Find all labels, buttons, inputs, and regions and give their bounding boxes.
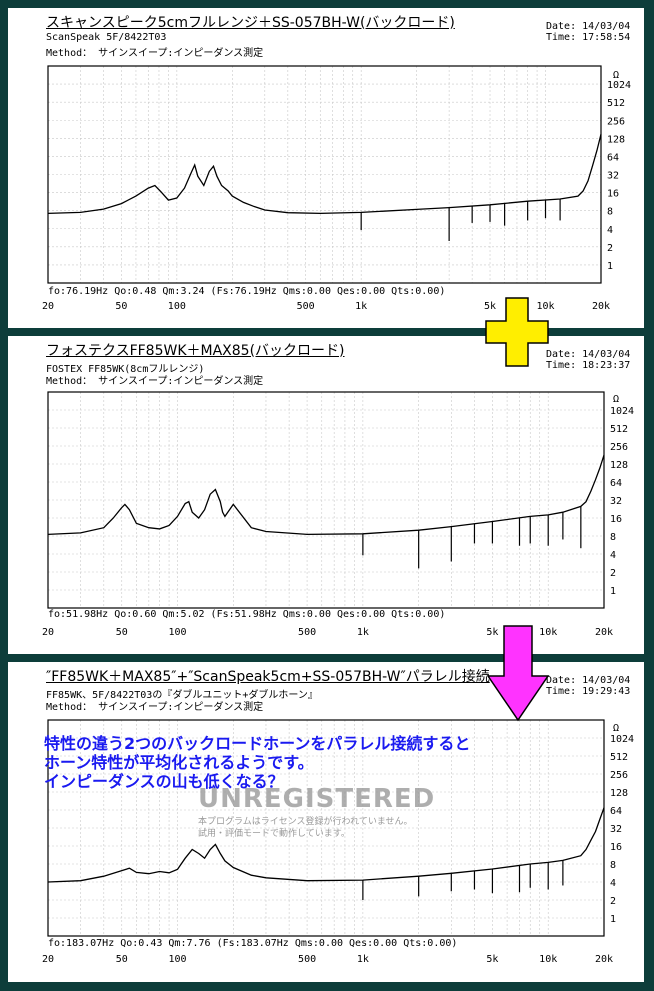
- chart-subtitle: FOSTEX FF85WK(8cmフルレンジ): [46, 364, 205, 375]
- chart-panel-3: ″FF85WK＋MAX85″+″ScanSpeak5cm+SS-057BH-W″…: [8, 662, 644, 982]
- x-tick-label: 100: [168, 301, 186, 312]
- y-tick-label: 256: [610, 442, 628, 453]
- watermark-subtext: 試用・評価モードで動作しています。: [198, 829, 350, 839]
- x-tick-label: 10k: [539, 627, 557, 638]
- x-tick-label: 1k: [357, 627, 369, 638]
- y-tick-label: 2: [610, 896, 616, 907]
- y-tick-label: 512: [607, 98, 625, 109]
- y-tick-label: 1024: [610, 406, 634, 417]
- x-tick-label: 1k: [355, 301, 367, 312]
- y-tick-label: 4: [607, 225, 613, 236]
- chart-date: Date: 14/03/04: [546, 675, 631, 686]
- x-tick-label: 1k: [357, 954, 369, 965]
- y-tick-label: 8: [610, 532, 616, 543]
- x-tick-label: 50: [116, 627, 128, 638]
- y-tick-label: 2: [607, 243, 613, 254]
- chart-subtitle: FF85WK、5F/8422T03の『ダブルユニット+ダブルホーン』: [46, 690, 318, 701]
- y-tick-label: 4: [610, 550, 616, 561]
- x-tick-label: 5k: [486, 627, 498, 638]
- watermark-subtext: 本プログラムはライセンス登録が行われていません。: [198, 817, 413, 827]
- y-tick-label: 64: [610, 478, 622, 489]
- plus-icon: [485, 297, 549, 367]
- y-tick-label: 2: [610, 568, 616, 579]
- chart-title: ″FF85WK＋MAX85″+″ScanSpeak5cm+SS-057BH-W″…: [46, 669, 490, 685]
- chart-title: フォステクスFF85WK＋MAX85(バックロード): [46, 343, 345, 359]
- annotation-line: 特性の違う2つのバックロードホーンをパラレル接続すると: [44, 734, 471, 753]
- annotation-line: インピーダンスの山も低くなる？: [44, 772, 284, 791]
- x-tick-label: 50: [116, 954, 128, 965]
- impedance-chart: 20 50 100 500 1k 5k 10k 20k 1024 512 256 128 64 32 16 8…: [42, 391, 634, 638]
- y-tick-label: 1: [610, 914, 616, 925]
- chart-time: Time: 17:58:54: [546, 32, 631, 43]
- y-tick-label: 32: [610, 496, 622, 507]
- y-tick-label: 1024: [607, 80, 631, 91]
- plot-frame: [47, 719, 605, 937]
- y-tick-label: 1: [607, 261, 613, 272]
- x-tick-label: 20: [42, 627, 54, 638]
- y-tick-label: 1: [610, 586, 616, 597]
- chart-title: スキャンスピーク5cmフルレンジ＋SS-057BH-W(バックロード): [46, 15, 455, 31]
- chart-time: Time: 19:29:43: [546, 686, 631, 697]
- x-tick-label: 50: [115, 301, 127, 312]
- x-tick-label: 100: [169, 954, 187, 965]
- y-tick-label: 1024: [610, 734, 634, 745]
- y-unit-label: Ω: [613, 394, 619, 405]
- chart-method: Method： サインスイープ:インピーダンス測定: [46, 48, 264, 59]
- params-readout: fo:51.98Hz Qo:0.60 Qm:5.02 (Fs:51.98Hz Q…: [48, 609, 445, 620]
- x-tick-label: 10k: [539, 954, 557, 965]
- x-tick-label: 5k: [486, 954, 498, 965]
- chart-time: Time: 18:23:37: [546, 360, 631, 371]
- x-tick-label: 20k: [592, 301, 610, 312]
- chart-panel-1: スキャンスピーク5cmフルレンジ＋SS-057BH-W(バックロード) Scan…: [8, 8, 644, 328]
- impedance-curve: [47, 454, 605, 536]
- x-tick-label: 5k: [484, 301, 496, 312]
- y-tick-label: 16: [607, 189, 619, 200]
- x-tick-label: 20k: [595, 627, 613, 638]
- chart-date: Date: 14/03/04: [546, 349, 631, 360]
- y-tick-label: 512: [610, 752, 628, 763]
- plot-frame: [47, 65, 602, 284]
- y-tick-label: 8: [607, 207, 613, 218]
- chart-method: Method： サインスイープ:インピーダンス測定: [46, 702, 264, 713]
- arrow-down-icon: [486, 625, 550, 722]
- y-tick-label: 8: [610, 860, 616, 871]
- impedance-chart: 20 50 100 500 1k 5k 10k 20k 1024 512 256 128 64 32 16 8…: [42, 719, 634, 965]
- y-tick-label: 128: [610, 460, 628, 471]
- x-tick-label: 500: [298, 627, 316, 638]
- y-tick-label: 16: [610, 514, 622, 525]
- y-tick-label: 32: [610, 824, 622, 835]
- y-unit-label: Ω: [613, 70, 619, 81]
- annotation-text: 特性の違う2つのバックロードホーンをパラレル接続すると ホーン特性が平均化される…: [44, 734, 470, 791]
- y-tick-label: 64: [610, 806, 622, 817]
- x-tick-label: 100: [169, 627, 187, 638]
- y-tick-label: 512: [610, 424, 628, 435]
- impedance-curve: [47, 134, 602, 215]
- x-tick-label: 20: [42, 301, 54, 312]
- x-tick-label: 20: [42, 954, 54, 965]
- y-tick-label: 128: [607, 134, 625, 145]
- chart-method: Method： サインスイープ:インピーダンス測定: [46, 376, 264, 387]
- y-tick-label: 4: [610, 878, 616, 889]
- chart-panel-2: フォステクスFF85WK＋MAX85(バックロード) FOSTEX FF85WK…: [8, 336, 644, 654]
- y-tick-label: 128: [610, 788, 628, 799]
- x-tick-label: 500: [298, 954, 316, 965]
- x-tick-label: 10k: [536, 301, 554, 312]
- params-readout: fo:183.07Hz Qo:0.43 Qm:7.76 (Fs:183.07Hz…: [48, 938, 457, 949]
- chart-date: Date: 14/03/04: [546, 21, 631, 32]
- x-tick-label: 20k: [595, 954, 613, 965]
- y-tick-label: 64: [607, 152, 619, 163]
- y-unit-label: Ω: [613, 723, 619, 734]
- y-tick-label: 32: [607, 171, 619, 182]
- y-tick-label: 256: [607, 116, 625, 127]
- annotation-line: ホーン特性が平均化されるようです。: [44, 753, 314, 772]
- y-tick-label: 256: [610, 770, 628, 781]
- chart-subtitle: ScanSpeak 5F/8422T03: [46, 32, 167, 43]
- impedance-chart: 20 50 100 500 1k 5k 10k 20k 1024 512 256 128 64 32 16 8…: [42, 65, 631, 312]
- unregistered-watermark: UNREGISTERED: [198, 784, 436, 814]
- x-tick-label: 500: [297, 301, 315, 312]
- params-readout: fo:76.19Hz Qo:0.48 Qm:3.24 (Fs:76.19Hz Q…: [48, 286, 445, 297]
- impedance-curve: [47, 807, 605, 883]
- y-tick-label: 16: [610, 842, 622, 853]
- plot-frame: [47, 391, 605, 609]
